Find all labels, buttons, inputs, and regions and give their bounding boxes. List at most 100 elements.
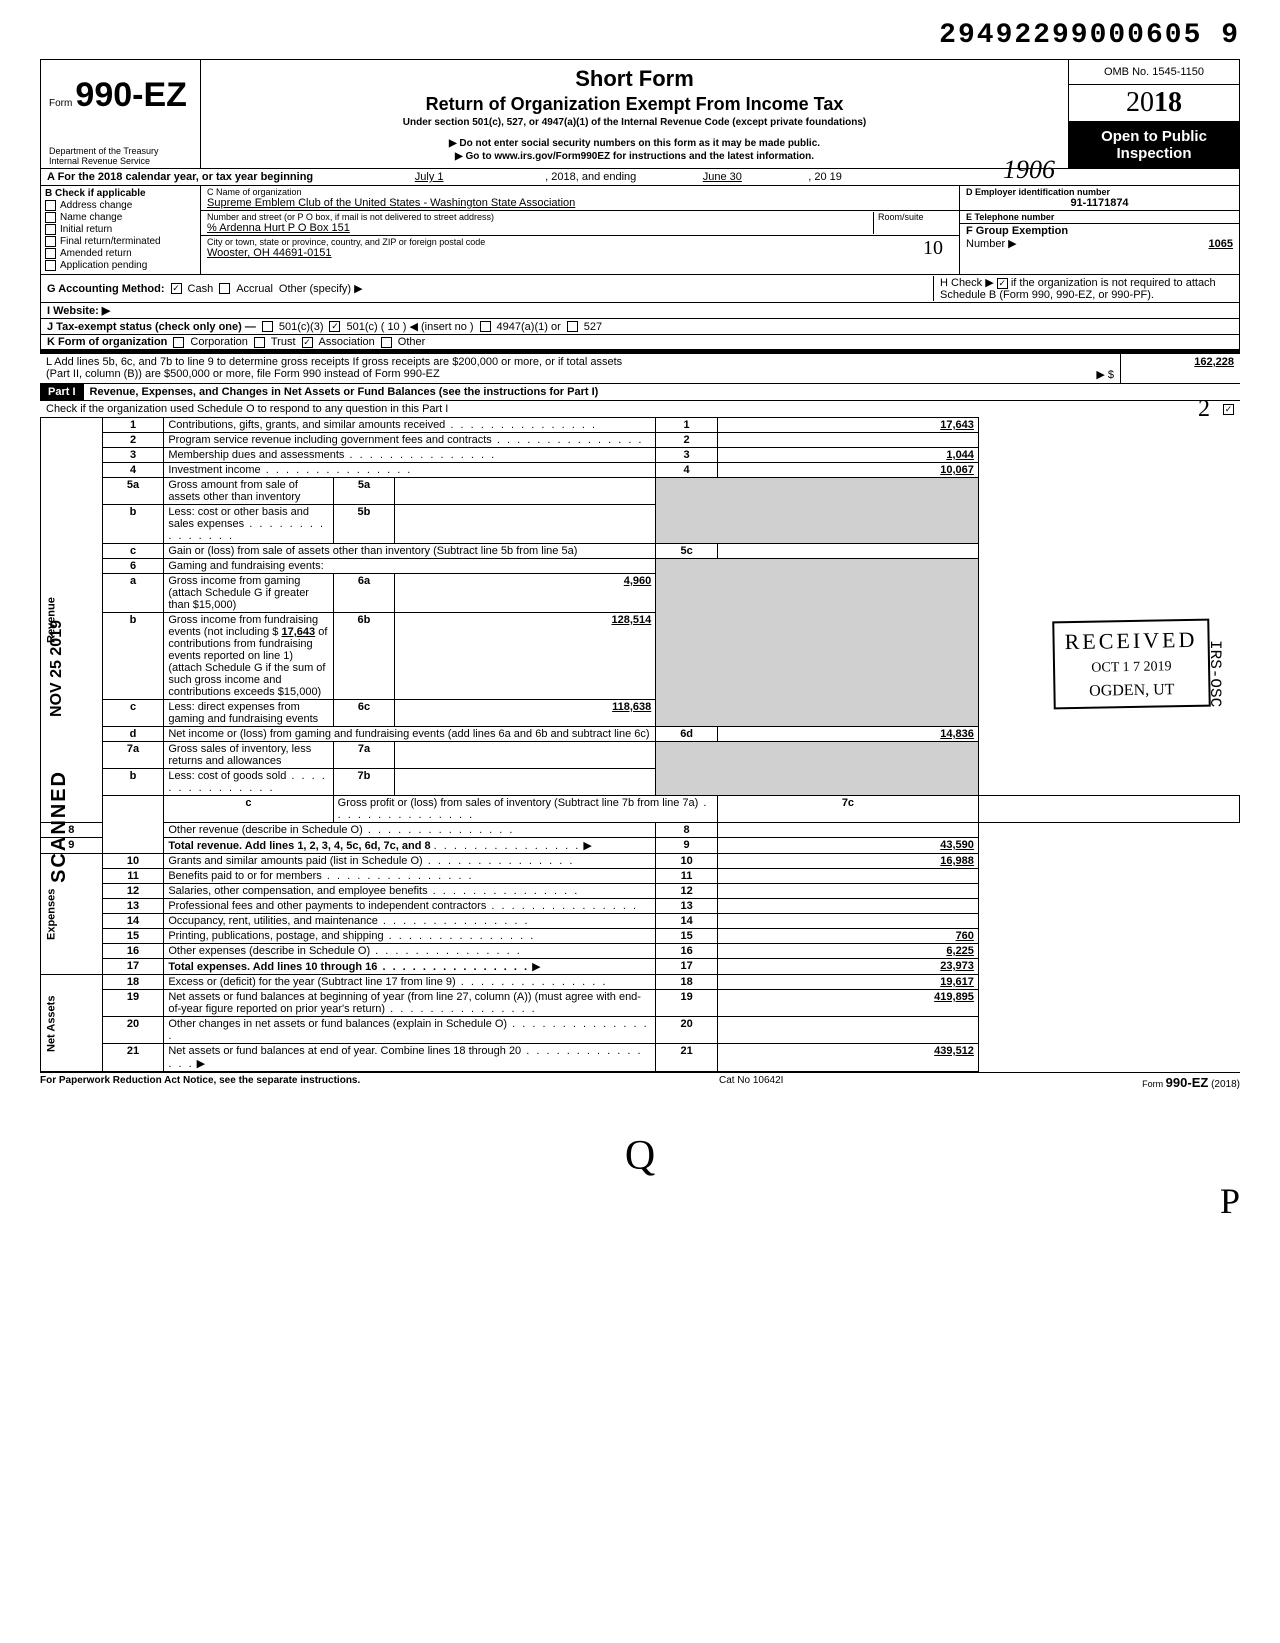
main-table: Revenue1Contributions, gifts, grants, an… [40,417,1240,1072]
table-row: 14Occupancy, rent, utilities, and mainte… [41,914,1240,929]
ein: 91-1171874 [966,197,1233,209]
h-checkbox[interactable]: ✓ [997,278,1008,289]
table-row: bLess: cost of goods sold7b [41,769,1240,796]
j-label: J Tax-exempt status (check only one) — [47,321,256,333]
table-row: 8Other revenue (describe in Schedule O)8 [41,823,1240,838]
b-checkbox-item: Amended return [45,248,196,259]
form-number: 990-EZ [75,76,187,114]
omb-number: OMB No. 1545-1150 [1069,60,1239,85]
table-row: bLess: cost or other basis and sales exp… [41,505,1240,544]
city-stamp: 10 [923,237,953,260]
checkbox[interactable] [45,224,56,235]
b-checkbox-item: Final return/terminated [45,236,196,247]
table-row: aGross income from gaming (attach Schedu… [41,574,1240,613]
checkbox[interactable] [45,212,56,223]
date-stamp: NOV 25 2019 [48,620,66,717]
dept-line2: Internal Revenue Service [49,156,159,166]
org-name: Supreme Emblem Club of the United States… [207,197,953,209]
table-row: 4Investment income410,067 [41,463,1240,478]
corp-checkbox[interactable] [173,337,184,348]
group-exempt-label: F Group Exemption [966,225,1068,237]
short-form-title: Short Form [211,66,1058,92]
stamp-1906: 1906 [1003,155,1055,185]
4947-checkbox[interactable] [480,321,491,332]
row-a: A For the 2018 calendar year, or tax yea… [40,169,1240,186]
accrual-checkbox[interactable] [219,283,230,294]
other-checkbox[interactable] [381,337,392,348]
part1-check-text: Check if the organization used Schedule … [46,403,1223,415]
form-header: Form 990-EZ Department of the Treasury I… [40,59,1240,169]
initial-q: Q [40,1132,1240,1180]
g-label: G Accounting Method: [47,283,165,295]
form-prefix: Form [49,98,72,109]
table-row: cGross profit or (loss) from sales of in… [41,796,1240,823]
checkbox[interactable] [45,260,56,271]
org-address: % Ardenna Hurt P O Box 151 [207,222,873,234]
warning2: ▶ Go to www.irs.gov/Form990EZ for instru… [211,151,1058,162]
checkbox[interactable] [45,236,56,247]
checkbox[interactable] [45,248,56,259]
gross-receipts-amount: 162,228 [1120,354,1240,383]
part1-header: Part I Revenue, Expenses, and Changes in… [40,383,1240,400]
city-label: City or town, state or province, country… [207,237,923,247]
b-checkbox-item: Address change [45,200,196,211]
assoc-checkbox[interactable]: ✓ [302,337,313,348]
table-row: 20Other changes in net assets or fund ba… [41,1017,1240,1044]
table-row: Net Assets18Excess or (deficit) for the … [41,975,1240,990]
table-row: 6Gaming and fundraising events: [41,559,1240,574]
phone-label: E Telephone number [966,212,1054,222]
table-row: 12Salaries, other compensation, and empl… [41,884,1240,899]
table-row: 3Membership dues and assessments31,044 [41,448,1240,463]
group-exempt-label2: Number ▶ [966,238,1017,250]
initial-p: P [40,1180,1240,1222]
part1-checkbox[interactable]: ✓ [1223,404,1234,415]
main-title: Return of Organization Exempt From Incom… [211,94,1058,115]
warning1: ▶ Do not enter social security numbers o… [211,138,1058,149]
website-label: I Website: ▶ [47,304,110,317]
cash-checkbox[interactable]: ✓ [171,283,182,294]
k-label: K Form of organization [47,336,167,348]
group-number: 1065 [1209,238,1233,250]
501c-checkbox[interactable]: ✓ [329,321,340,332]
table-row: 21Net assets or fund balances at end of … [41,1044,1240,1072]
b-checkbox-item: Application pending [45,260,196,271]
table-row: 5aGross amount from sale of assets other… [41,478,1240,505]
addr-label: Number and street (or P O box, if mail i… [207,212,873,222]
ein-label: D Employer identification number [966,187,1110,197]
open-public-1: Open to Public [1071,128,1237,145]
table-row: 13Professional fees and other payments t… [41,899,1240,914]
meta-section: G Accounting Method: ✓Cash Accrual Other… [40,275,1240,352]
table-row: 9Total revenue. Add lines 1, 2, 3, 4, 5c… [41,838,1240,854]
tax-year: 2018 [1069,85,1239,122]
open-public-2: Inspection [1071,145,1237,162]
table-row: dNet income or (loss) from gaming and fu… [41,727,1240,742]
b-checkbox-item: Name change [45,212,196,223]
table-row: 15Printing, publications, postage, and s… [41,929,1240,944]
dept-line1: Department of the Treasury [49,146,159,156]
checkbox[interactable] [45,200,56,211]
trust-checkbox[interactable] [254,337,265,348]
section-b: B Check if applicable Address changeName… [40,186,1240,275]
org-city: Wooster, OH 44691-0151 [207,247,923,259]
received-stamp: RECEIVED OCT 1 7 2019 OGDEN, UT [1052,619,1210,710]
scanned-stamp: SCANNED [48,770,71,883]
handwritten-2: 2 [1198,396,1210,423]
table-row: 11Benefits paid to or for members11 [41,869,1240,884]
table-row: 19Net assets or fund balances at beginni… [41,990,1240,1017]
document-number: 29492299000605 9 [40,20,1240,51]
name-label: C Name of organization [207,187,953,197]
table-row: 7aGross sales of inventory, less returns… [41,742,1240,769]
table-row: Revenue1Contributions, gifts, grants, an… [41,418,1240,433]
501c3-checkbox[interactable] [262,321,273,332]
527-checkbox[interactable] [567,321,578,332]
table-row: Expenses10Grants and similar amounts pai… [41,854,1240,869]
net-assets-side-label: Net Assets [41,975,103,1072]
line-l: L Add lines 5b, 6c, and 7b to line 9 to … [40,352,1240,383]
subtitle: Under section 501(c), 527, or 4947(a)(1)… [211,117,1058,128]
col-b-header: B Check if applicable [45,188,146,199]
table-row: 16Other expenses (describe in Schedule O… [41,944,1240,959]
table-row: 2Program service revenue including gover… [41,433,1240,448]
footer: For Paperwork Reduction Act Notice, see … [40,1072,1240,1092]
room-label: Room/suite [873,212,953,234]
table-row: 17Total expenses. Add lines 10 through 1… [41,959,1240,975]
